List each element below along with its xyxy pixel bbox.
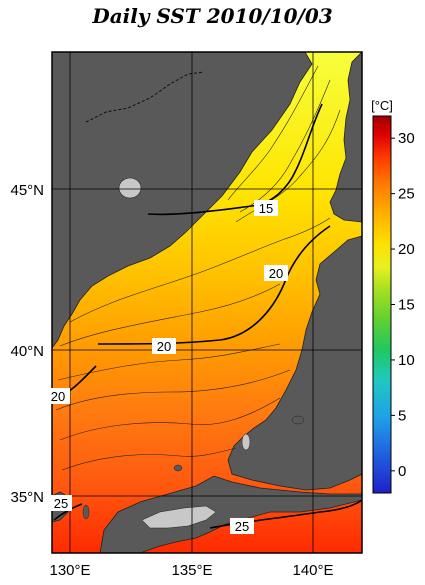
colorbar-tick-label: 0	[398, 463, 406, 480]
colorbar-tick-label: 20	[398, 241, 415, 258]
lat-label-45n: 45°N	[10, 182, 44, 199]
lat-label-40n: 40°N	[10, 343, 44, 360]
lat-label-35n: 35°N	[10, 489, 44, 506]
inland-sea	[141, 505, 217, 529]
lake-khanka	[118, 177, 142, 199]
map-title: Daily SST 2010/10/03	[92, 4, 333, 28]
land-honshu-north	[227, 235, 362, 491]
map-frame	[51, 51, 363, 554]
land-asia	[52, 52, 313, 349]
colorbar-tick-label: 15	[398, 297, 415, 314]
island-tsushima	[82, 504, 90, 520]
contour-label-20-center: 20	[157, 339, 171, 354]
contour-label-15: 15	[259, 201, 273, 216]
colorbar-unit: [°C]	[371, 98, 393, 113]
graticule	[52, 52, 362, 553]
colorbar-tick-label: 25	[398, 186, 415, 203]
colorbar-ticks: 30 25 20 15 10 5 0	[391, 130, 415, 480]
contour-label-group: 15 20 20 20 25 25	[48, 200, 288, 534]
colorbar-tick-label: 5	[398, 407, 406, 424]
lon-label-135e: 135°E	[171, 562, 212, 579]
lake-biwa	[241, 433, 251, 451]
land-west-japan	[99, 475, 362, 553]
island-oki	[173, 464, 183, 472]
contour-label-25-south: 25	[235, 519, 249, 534]
contour-label-20-west: 20	[51, 389, 65, 404]
river	[85, 71, 205, 123]
contour-label-20-east: 20	[269, 266, 283, 281]
colorbar	[372, 115, 392, 494]
lon-label-140e: 140°E	[292, 562, 333, 579]
colorbar-tick-label: 30	[398, 130, 415, 147]
lon-label-130e: 130°E	[49, 562, 90, 579]
colorbar-tick-label: 10	[398, 352, 415, 369]
land-hokkaido	[329, 52, 362, 223]
contour-label-25-west: 25	[54, 496, 68, 511]
island-sado	[291, 415, 305, 425]
